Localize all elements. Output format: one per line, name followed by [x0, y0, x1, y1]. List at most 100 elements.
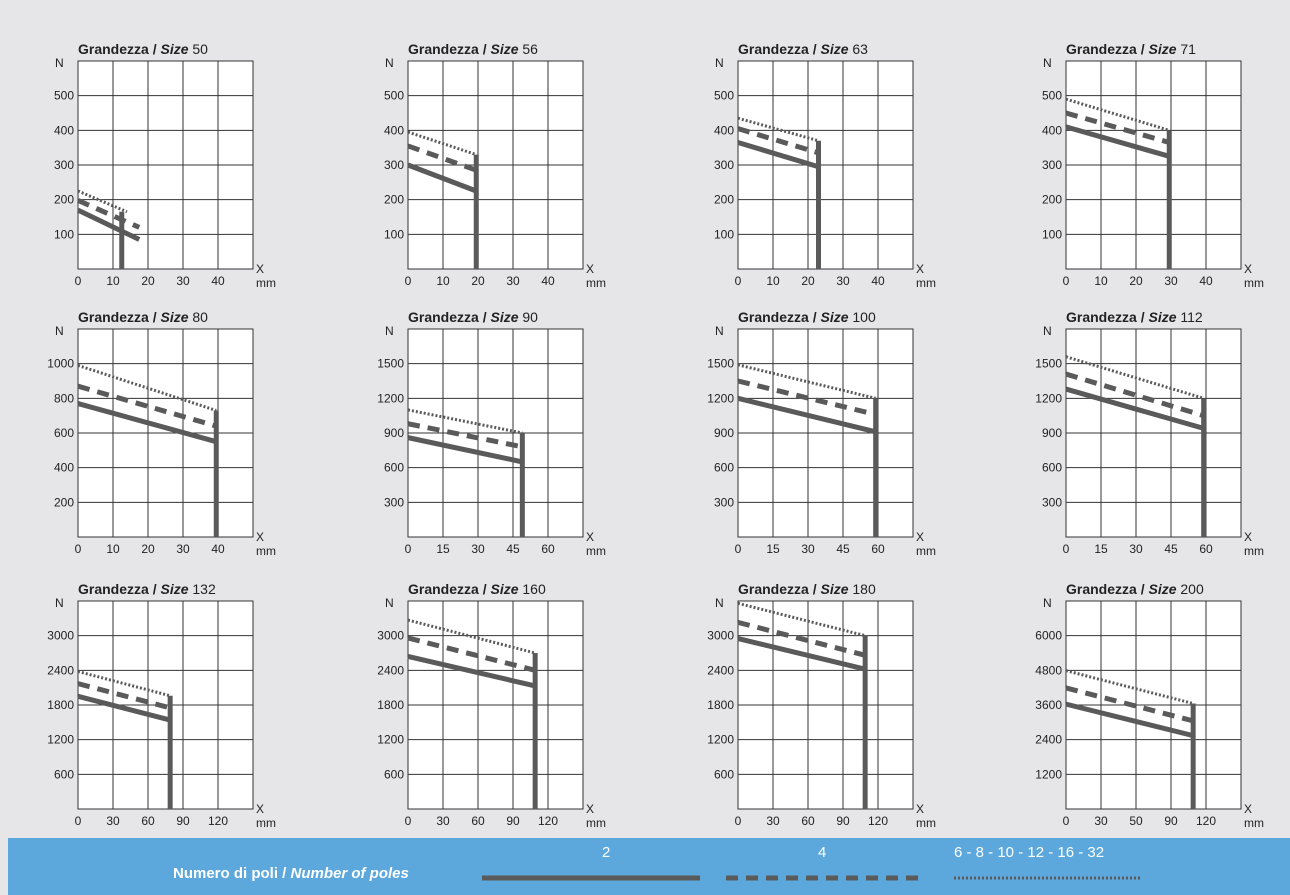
title-size-value: 200 [1177, 581, 1204, 597]
chart-panel-80: Grandezza / Size 80 N Xmm 200 400 600 800 1000 0… [47, 309, 276, 558]
chart-panel-112: Grandezza / Size 112NXmm3006009001200150… [1035, 309, 1264, 558]
series-line-2 [407, 435, 523, 465]
y-tick-label: 1000 [47, 357, 74, 371]
y-tick-label: 200 [54, 495, 74, 509]
chart-title: Grandezza / Size 90 [408, 309, 538, 325]
title-size-word: Size [160, 41, 188, 57]
x-tick-label: 60 [141, 814, 155, 828]
title-size-value: 132 [189, 581, 216, 597]
title-size-value: 63 [849, 41, 869, 57]
y-tick-label: 400 [54, 123, 74, 137]
y-tick-label: 1800 [377, 698, 404, 712]
x-axis-label: X [586, 530, 594, 544]
x-axis-label: X [586, 802, 594, 816]
y-tick-label: 3000 [47, 629, 74, 643]
chart-title: Grandezza / Size 56 [408, 41, 538, 57]
y-tick-label: 500 [54, 89, 74, 103]
x-tick-label: 0 [75, 542, 82, 556]
y-tick-label: 1200 [377, 391, 404, 405]
plot-frame [407, 600, 584, 810]
x-unit-label: mm [916, 276, 936, 290]
x-tick-label: 20 [1129, 274, 1143, 288]
legend-line-dotted [954, 876, 1140, 880]
plot-frame [737, 328, 914, 538]
x-unit-label: mm [256, 276, 276, 290]
x-tick-label: 40 [1199, 274, 1213, 288]
y-tick-label: 1200 [1035, 391, 1062, 405]
title-sep: / [479, 309, 491, 325]
y-tick-label: 800 [54, 391, 74, 405]
y-tick-label: 900 [714, 426, 734, 440]
x-unit-label: mm [256, 816, 276, 830]
x-tick-label: 90 [506, 814, 520, 828]
y-tick-label: 600 [384, 767, 404, 781]
series-line-4 [1065, 685, 1194, 724]
x-axis-label: X [586, 262, 594, 276]
chart-title: Grandezza / Size 180 [738, 581, 876, 597]
title-word: Grandezza [1066, 41, 1137, 57]
x-tick-label: 30 [176, 274, 190, 288]
y-tick-label: 1500 [1035, 357, 1062, 371]
chart-panel-50: Grandezza / Size 50 N Xmm 100 200 300 400 500 0 1… [54, 41, 276, 290]
title-size-word: Size [160, 581, 188, 597]
x-tick-label: 0 [1063, 814, 1070, 828]
x-tick-label: 30 [836, 274, 850, 288]
y-tick-label: 600 [54, 426, 74, 440]
y-tick-label: 100 [384, 227, 404, 241]
title-sep: / [809, 581, 821, 597]
plot-frame [77, 60, 254, 270]
y-tick-label: 300 [384, 495, 404, 509]
x-tick-label: 120 [1196, 814, 1216, 828]
x-tick-label: 45 [836, 542, 850, 556]
x-unit-label: mm [1244, 816, 1264, 830]
y-tick-label: 6000 [1035, 629, 1062, 643]
y-axis-label: N [1043, 596, 1052, 610]
y-tick-label: 600 [384, 461, 404, 475]
title-sep: / [809, 309, 821, 325]
y-axis-label: N [385, 324, 394, 338]
x-tick-label: 30 [1164, 274, 1178, 288]
x-unit-label: mm [1244, 544, 1264, 558]
legend-line-dashed [726, 875, 924, 881]
title-size-value: 80 [189, 309, 209, 325]
y-tick-label: 2400 [707, 663, 734, 677]
legend-item-4-label: 4 [818, 844, 827, 861]
title-sep: / [149, 41, 161, 57]
x-tick-label: 40 [211, 274, 225, 288]
y-tick-label: 2400 [377, 663, 404, 677]
title-word: Grandezza [408, 41, 479, 57]
x-tick-label: 60 [871, 542, 885, 556]
x-tick-label: 50 [1129, 814, 1143, 828]
x-tick-label: 10 [436, 274, 450, 288]
x-tick-label: 30 [1129, 542, 1143, 556]
title-word: Grandezza [738, 309, 809, 325]
x-tick-label: 30 [436, 814, 450, 828]
chart-title: Grandezza / Size 200 [1066, 581, 1204, 597]
series-line-2 [1065, 701, 1194, 739]
x-tick-label: 40 [211, 542, 225, 556]
title-sep: / [479, 581, 491, 597]
x-tick-label: 0 [1063, 542, 1070, 556]
title-size-value: 56 [519, 41, 539, 57]
x-tick-label: 20 [801, 274, 815, 288]
x-tick-label: 60 [541, 542, 555, 556]
title-word: Grandezza [408, 581, 479, 597]
title-size-value: 112 [1177, 309, 1203, 325]
series-line-4 [76, 198, 141, 230]
y-tick-label: 300 [384, 158, 404, 172]
series-line-6-8-10-12-16-32 [407, 408, 523, 435]
x-tick-label: 10 [766, 274, 780, 288]
x-tick-label: 20 [141, 274, 155, 288]
x-axis-label: X [916, 530, 924, 544]
chart-title: Grandezza / Size 100 [738, 309, 876, 325]
y-tick-label: 900 [384, 426, 404, 440]
x-tick-label: 60 [1199, 542, 1213, 556]
x-tick-label: 0 [735, 814, 742, 828]
x-tick-label: 0 [405, 814, 412, 828]
x-tick-label: 20 [471, 274, 485, 288]
plot-frame [1065, 60, 1242, 270]
title-size-word: Size [160, 309, 188, 325]
y-tick-label: 300 [1042, 158, 1062, 172]
y-tick-label: 3600 [1035, 698, 1062, 712]
